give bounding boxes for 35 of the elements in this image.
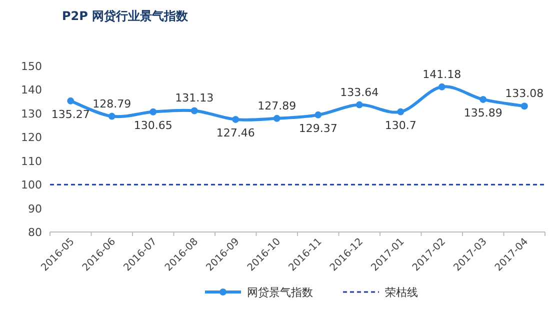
data-label: 130.65	[134, 118, 172, 132]
data-label: 133.08	[505, 87, 544, 100]
point	[397, 108, 404, 116]
point	[67, 97, 74, 104]
y-tick-label: 80	[28, 226, 42, 239]
point	[150, 108, 157, 116]
data-label: 133.64	[340, 86, 379, 99]
legend-label: 荣枯线	[385, 286, 418, 299]
y-tick-label: 90	[28, 202, 42, 216]
chart-title: P2P 网贷行业景气指数	[62, 9, 190, 23]
data-label: 130.7	[384, 118, 416, 132]
data-label: 129.37	[298, 122, 338, 135]
legend-label: 网贷景气指数	[247, 286, 313, 299]
data-label: 131.13	[175, 92, 214, 105]
point	[108, 112, 116, 120]
point	[190, 107, 198, 114]
data-label: 127.89	[258, 99, 296, 112]
point	[273, 114, 280, 122]
data-label: 135.89	[464, 106, 502, 120]
point	[438, 83, 446, 90]
y-tick-label: 110	[21, 154, 42, 168]
point	[356, 101, 363, 108]
point	[232, 116, 240, 123]
data-label: 141.18	[422, 68, 462, 81]
data-label: 135.27	[51, 108, 90, 121]
point	[520, 102, 528, 110]
point	[314, 111, 322, 118]
point	[480, 96, 487, 103]
y-tick-label: 120	[21, 131, 42, 144]
y-tick-label: 150	[21, 60, 42, 73]
y-tick-label: 140	[21, 84, 42, 97]
y-tick-label: 130	[21, 107, 42, 120]
y-tick-label: 100	[21, 178, 42, 192]
data-label: 127.46	[216, 126, 255, 140]
data-label: 128.79	[92, 97, 132, 110]
